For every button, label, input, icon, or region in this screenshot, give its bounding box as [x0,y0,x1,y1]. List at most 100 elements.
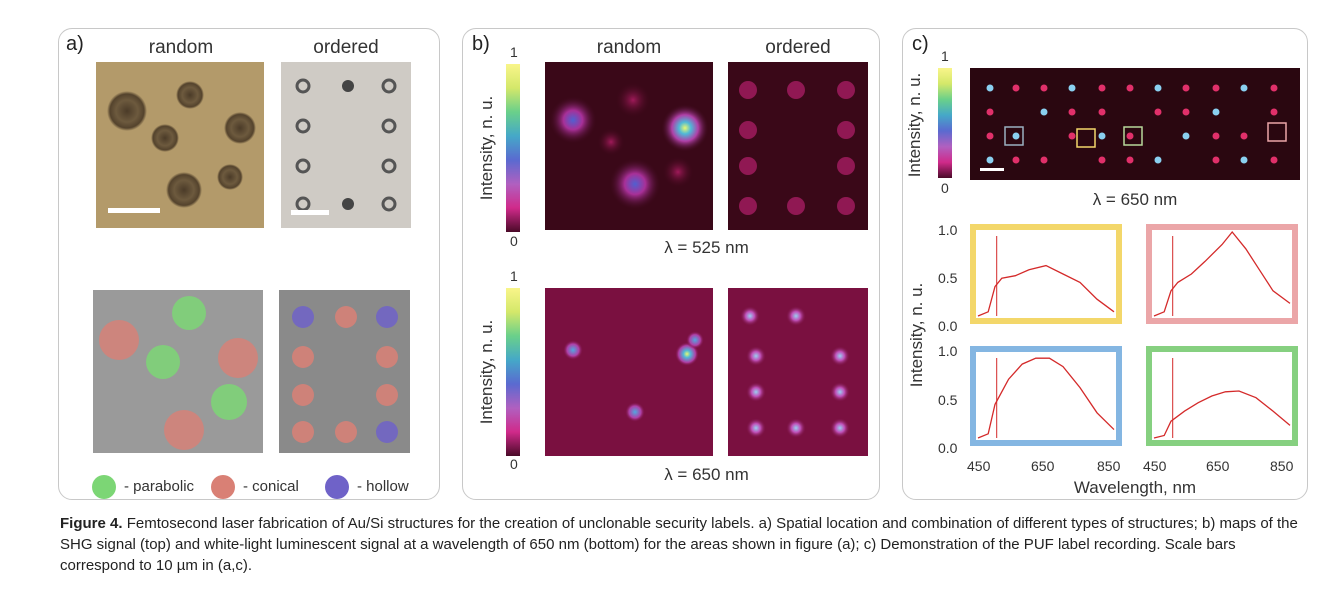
shg-ordered-map [728,62,868,230]
colorbar-b-top [506,64,520,232]
legend-conical-label: - conical [243,478,299,495]
y-tick-top-0: 0.0 [938,318,958,334]
x-tick-right-450: 450 [1143,458,1167,474]
shg-spot [739,157,757,175]
hollow-marker [376,306,398,328]
x-tick-right-650: 650 [1206,458,1230,474]
shg-spot [615,82,651,118]
legend-conical-swatch [211,475,235,499]
colorbar-c-min: 0 [941,180,949,196]
ordered-structure [381,158,397,174]
panel-b-header-ordered: ordered [765,37,831,58]
ordered-structure [381,196,397,212]
random-structure [151,124,179,152]
sem-random-image [93,290,263,453]
ordered-structure [295,158,311,174]
puf-spot [1040,84,1048,92]
wl-spot [786,418,806,438]
conical-marker [292,384,314,406]
puf-selection-box [1123,126,1143,146]
lambda-650-label: λ = 650 nm [664,465,749,484]
wl-spot [625,402,645,422]
shg-spot [787,197,805,215]
scale-bar [291,210,329,215]
shg-ordered-svg [739,81,855,215]
x-tick-right-850: 850 [1270,458,1294,474]
puf-spot [1182,132,1190,140]
random-structure [176,81,204,109]
spectrum-frame [970,224,1122,324]
puf-spot [986,156,994,164]
sem-ordered-svg [292,306,398,443]
caption-text: Femtosecond laser fabrication of Au/Si s… [60,515,1298,574]
puf-spot [1154,156,1162,164]
scale-bar [108,208,160,213]
caption-lead: Figure 4. [60,515,123,532]
puf-spot [1040,156,1048,164]
puf-spot [1240,84,1248,92]
random-structure [224,112,256,144]
puf-spot [1212,84,1220,92]
shg-spot [739,81,757,99]
puf-spot [1068,84,1076,92]
shg-random-svg [549,82,709,210]
puf-spot [1212,108,1220,116]
conical-marker [292,421,314,443]
puf-spot [1270,156,1278,164]
shg-spot [739,121,757,139]
random-structure [166,172,202,208]
conical-marker [335,306,357,328]
puf-spot [1068,132,1076,140]
shg-spot [549,96,597,144]
puf-spot [1068,108,1076,116]
puf-spot [1098,132,1106,140]
optical-random-svg [107,81,256,213]
puf-spot [1126,84,1134,92]
ordered-structure [381,118,397,134]
conical-marker [335,421,357,443]
parabolic-marker [172,296,206,330]
puf-selection-box [1076,128,1096,148]
puf-spot [986,108,994,116]
spectra-y-label: Intensity, n. u. [907,282,926,388]
wl-random-map [545,288,713,456]
shg-random-map [545,62,713,230]
spectra-chart [970,224,1298,446]
shg-spot [662,156,694,188]
lambda-650-c-label: λ = 650 nm [1092,190,1178,209]
puf-spot [1012,156,1020,164]
y-tick-bot-0: 0.0 [938,440,958,456]
y-tick-top-05: 0.5 [938,270,958,286]
shg-spot [837,197,855,215]
legend-parabolic-label: - parabolic [124,478,195,495]
puf-spot [1182,84,1190,92]
colorbar-c-label: Intensity, n. u. [905,72,924,178]
wl-spot [746,382,766,402]
wl-spot [740,306,760,326]
puf-spot [1240,132,1248,140]
random-structure [217,164,243,190]
hollow-marker [376,421,398,443]
panel-a-header-ordered: ordered [313,37,379,58]
wl-spot [686,331,704,349]
puf-spot [1212,132,1220,140]
wl-spot [746,418,766,438]
spectrum-line [1153,390,1291,439]
shg-spot [787,81,805,99]
puf-label-svg [980,84,1287,171]
shg-spot [597,128,625,156]
shg-spot [739,197,757,215]
panel-b-header-random: random [596,37,662,58]
puf-label-map [970,68,1300,180]
colorbar-c [938,68,952,178]
panel-a-header-random: random [148,37,214,58]
puf-spot [1098,84,1106,92]
puf-spot [986,84,994,92]
wl-ordered-map [728,288,868,456]
panel-b-label: b) [472,33,490,55]
wl-spot [786,306,806,326]
puf-selection-box [1267,122,1287,142]
puf-spot [1126,132,1134,140]
shg-spot [661,104,709,152]
colorbar-b-bottom-min: 0 [510,456,518,472]
